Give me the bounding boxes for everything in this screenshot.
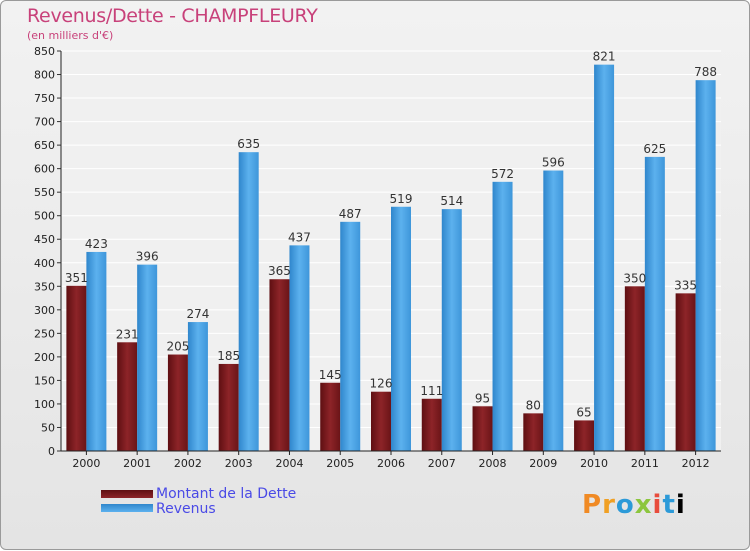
x-tick-label: 2012 [682,457,710,470]
legend-label-debt: Montant de la Dette [156,486,297,502]
data-label-revenue: 423 [85,237,108,251]
data-label-revenue: 519 [390,192,413,206]
bar-debt [66,285,87,451]
y-tick-label: 500 [34,210,55,223]
x-tick-label: 2007 [428,457,456,470]
bar-debt [675,293,696,451]
y-tick-label: 150 [34,374,55,387]
data-label-revenue: 514 [440,194,463,208]
x-tick-label: 2009 [529,457,557,470]
y-tick-label: 250 [34,327,55,340]
data-label-revenue: 274 [186,307,209,321]
legend-label-revenue: Revenus [156,501,216,517]
x-tick-label: 2010 [580,457,608,470]
data-label-debt: 350 [623,271,646,285]
y-tick-label: 750 [34,92,55,105]
y-tick-label: 850 [34,45,55,58]
bar-revenue [492,181,513,451]
chart-title: Revenus/Dette - CHAMPFLEURY [27,5,318,27]
data-label-revenue: 788 [694,65,717,79]
data-label-revenue: 821 [593,50,616,64]
x-tick-label: 2011 [631,457,659,470]
y-tick-label: 0 [48,445,55,458]
bar-revenue [137,264,158,451]
x-tick-label: 2006 [377,457,405,470]
x-tick-label: 2008 [479,457,507,470]
chart-subtitle: (en milliers d'€) [27,29,114,42]
data-label-revenue: 596 [542,156,565,170]
data-label-revenue: 437 [288,230,311,244]
data-label-debt: 365 [268,264,291,278]
bar-debt [320,382,341,451]
x-tick-label: 2000 [72,457,100,470]
data-label-debt: 126 [370,377,393,391]
bar-revenue [695,80,716,452]
bar-revenue [86,251,107,451]
y-tick-label: 350 [34,280,55,293]
bar-debt [523,413,544,451]
data-label-debt: 185 [217,349,240,363]
y-tick-label: 400 [34,257,55,270]
y-tick-label: 550 [34,186,55,199]
bar-debt [371,391,391,451]
y-tick-label: 650 [34,139,55,152]
data-label-debt: 231 [116,327,139,341]
bar-debt [218,363,239,451]
y-tick-label: 800 [34,69,55,82]
bar-revenue [594,64,615,451]
y-tick-label: 600 [34,163,55,176]
bar-revenue [187,322,208,451]
data-label-debt: 80 [526,398,541,412]
data-label-debt: 95 [475,391,490,405]
data-label-debt: 351 [65,271,88,285]
bar-debt [269,279,290,451]
y-tick-label: 100 [34,398,55,411]
legend-swatch-revenue [101,504,153,512]
data-label-revenue: 572 [491,167,514,181]
bar-revenue [391,206,411,451]
x-tick-label: 2004 [275,457,303,470]
data-label-revenue: 396 [136,250,159,264]
bar-revenue [644,156,665,451]
bar-debt [117,342,138,451]
bar-revenue [289,245,310,451]
bar-debt [624,286,645,451]
data-label-revenue: 487 [339,207,362,221]
y-tick-label: 50 [41,421,55,434]
y-tick-label: 300 [34,304,55,317]
x-tick-label: 2005 [326,457,354,470]
bar-debt [421,398,442,451]
bar-revenue [543,170,564,451]
data-label-revenue: 625 [643,142,666,156]
bar-debt [472,406,493,451]
bar-debt [167,354,188,451]
y-tick-label: 200 [34,351,55,364]
x-tick-label: 2003 [225,457,253,470]
bar-revenue [441,209,462,451]
data-label-debt: 65 [576,405,591,419]
y-tick-label: 700 [34,116,55,129]
legend-swatch-debt [101,490,153,498]
bar-debt [574,420,595,451]
x-tick-label: 2002 [174,457,202,470]
y-tick-label: 450 [34,233,55,246]
data-label-debt: 205 [166,340,189,354]
x-tick-label: 2001 [123,457,151,470]
bar-revenue [340,221,361,451]
proxiti-logo: Proxiti [582,490,686,520]
bar-revenue [238,152,259,452]
data-label-revenue: 635 [237,137,260,151]
data-label-debt: 111 [420,384,443,398]
data-label-debt: 335 [674,278,697,292]
data-label-debt: 145 [319,368,342,382]
